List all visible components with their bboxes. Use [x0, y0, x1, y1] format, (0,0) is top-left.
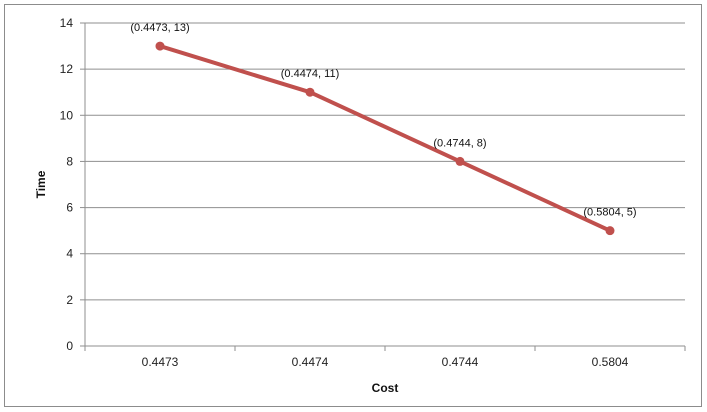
x-tick-label: 0.5804 [592, 355, 629, 369]
data-point [155, 41, 165, 51]
data-point [455, 156, 465, 166]
y-axis-title: Time [34, 170, 48, 198]
y-tick-label: 0 [66, 339, 73, 353]
series-line-segment [308, 90, 462, 164]
series-line-segment [158, 44, 312, 95]
data-label: (0.4473, 13) [130, 22, 189, 34]
y-tick-label: 6 [66, 201, 73, 215]
y-tick-label: 2 [66, 293, 73, 307]
series-layer [155, 41, 615, 236]
y-tick-label: 14 [60, 16, 74, 30]
chart-frame [4, 4, 702, 407]
gridlines [85, 22, 685, 301]
data-point [605, 226, 615, 236]
x-tick-label: 0.4744 [442, 355, 479, 369]
x-tick-label: 0.4474 [292, 355, 329, 369]
y-tick-label: 4 [66, 247, 73, 261]
data-label: (0.4744, 8) [433, 137, 486, 149]
data-label: (0.4474, 11) [281, 68, 340, 80]
x-tick-label: 0.4473 [142, 355, 179, 369]
axes [84, 23, 685, 347]
y-tick-label: 8 [66, 154, 73, 168]
y-tick-label: 10 [60, 108, 74, 122]
series-line-segment [458, 159, 612, 233]
data-label: (0.5804, 5) [583, 207, 636, 219]
x-tick-labels: 0.4473 0.4474 0.4744 0.5804 [84, 346, 686, 369]
y-tick-label: 12 [60, 62, 74, 76]
data-point [305, 87, 315, 97]
y-tick-labels: 0 2 4 6 8 10 12 14 [60, 16, 85, 353]
data-labels: (0.4473, 13) (0.4474, 11) (0.4744, 8) (0.58… [130, 22, 636, 219]
x-axis-title: Cost [372, 381, 399, 395]
